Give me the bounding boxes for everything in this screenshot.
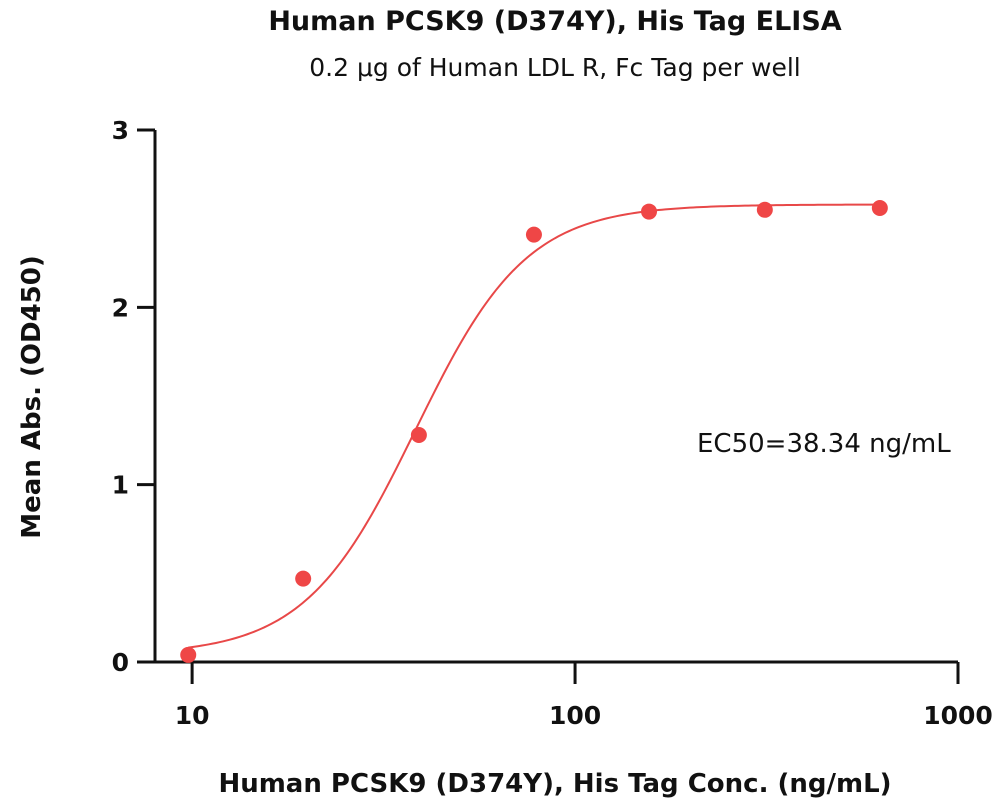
axes <box>153 130 958 664</box>
data-point <box>410 427 427 444</box>
y-tick-label: 1 <box>112 471 129 500</box>
data-points-layer <box>180 200 888 663</box>
chart-subtitle: 0.2 μg of Human LDL R, Fc Tag per well <box>309 53 800 82</box>
data-point <box>525 226 542 243</box>
x-tick-label: 10 <box>175 701 210 730</box>
y-tick-label: 3 <box>112 116 129 145</box>
fit-curve-layer <box>188 203 880 649</box>
y-tick-label: 2 <box>112 293 129 322</box>
data-point <box>180 646 197 663</box>
y-tick-label: 0 <box>112 648 129 677</box>
ec50-annotation: EC50=38.34 ng/mL <box>697 429 951 459</box>
y-axis-label: Mean Abs. (OD450) <box>17 255 47 538</box>
x-tick-label: 100 <box>549 701 601 730</box>
data-point <box>295 570 312 587</box>
x-axis-label: Human PCSK9 (D374Y), His Tag Conc. (ng/m… <box>218 769 891 799</box>
fit-curve <box>188 203 880 649</box>
x-tick-label: 1000 <box>923 701 993 730</box>
data-point <box>871 200 888 217</box>
data-point <box>756 201 773 218</box>
data-point <box>641 203 658 220</box>
chart-title: Human PCSK9 (D374Y), His Tag ELISA <box>268 6 841 37</box>
ticks: 0 1 2 3 10 100 1000 <box>112 116 993 730</box>
